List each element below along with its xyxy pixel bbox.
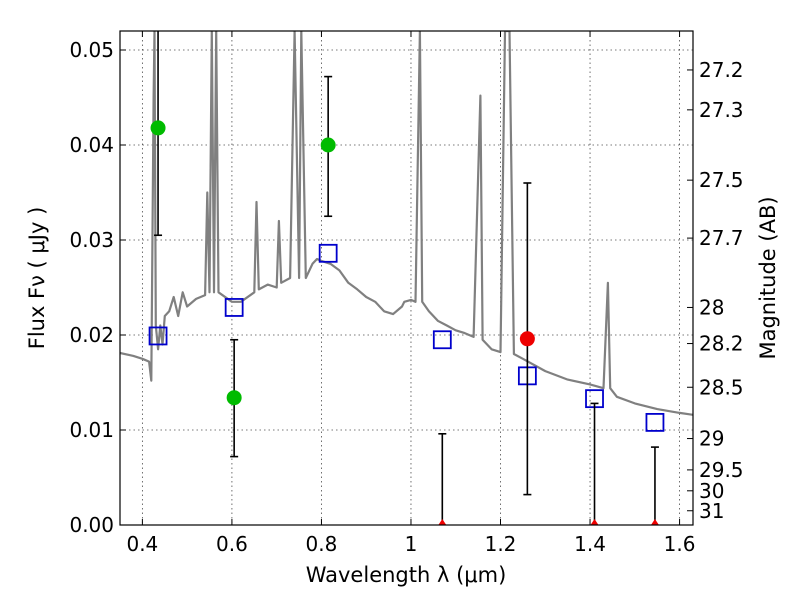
magnitude-tick-label: 27.5 — [699, 168, 744, 192]
axes: 0.4 0.6 0.8 1 1.2 1.4 1.6 0.00 0.01 0.02 0.03 0.04 0… — [69, 31, 744, 556]
y-axis-label: Flux Fν ( μJy ) — [25, 207, 49, 350]
x-tick-label: 0.6 — [216, 532, 248, 556]
plot-area — [120, 31, 693, 416]
magnitude-tick-label: 27.3 — [699, 98, 744, 122]
magnitude-tick-label: 29 — [699, 427, 724, 451]
upper-limit-marker — [590, 519, 599, 525]
magnitude-tick-label: 28 — [699, 295, 724, 319]
magnitude-tick-label: 30 — [699, 479, 724, 503]
x-tick-label: 0.4 — [126, 532, 158, 556]
x-axis-label: Wavelength λ (μm) — [306, 563, 507, 587]
magnitude-tick-label: 31 — [699, 499, 724, 523]
detection-point — [150, 120, 166, 136]
x-tick-label: 1.6 — [664, 532, 696, 556]
x-tick-label: 0.8 — [306, 532, 338, 556]
magnitude-tick-label: 28.5 — [699, 375, 744, 399]
magnitude-tick-label: 27.2 — [699, 58, 744, 82]
markers — [148, 31, 665, 525]
plot-frame — [119, 30, 694, 526]
model-flux-square — [645, 412, 665, 432]
y-tick-label: 0.03 — [69, 228, 114, 252]
detection-point — [320, 137, 336, 153]
sed-model-line — [120, 31, 693, 416]
x-tick-label: 1.4 — [574, 532, 606, 556]
model-flux-square — [432, 330, 452, 350]
model-flux-square — [148, 326, 168, 346]
y-tick-label: 0.04 — [69, 133, 114, 157]
marginal-detection-point — [519, 331, 535, 347]
x-tick-label: 1.2 — [485, 532, 517, 556]
y-tick-label: 0.05 — [69, 38, 114, 62]
upper-limit-marker — [650, 519, 659, 525]
model-flux-square — [318, 243, 338, 263]
model-flux-square — [224, 298, 244, 317]
x-tick-label: 1 — [405, 532, 418, 556]
magnitude-tick-label: 27.7 — [699, 226, 744, 250]
y-tick-label: 0.01 — [69, 418, 114, 442]
detection-point — [226, 390, 242, 406]
magnitude-axis-label: Magnitude (AB) — [756, 196, 780, 359]
upper-limit-marker — [438, 519, 447, 525]
y-tick-label: 0.02 — [69, 323, 114, 347]
y-tick-label: 0.00 — [69, 513, 114, 537]
magnitude-tick-label: 29.5 — [699, 458, 744, 482]
magnitude-tick-label: 28.2 — [699, 332, 744, 356]
